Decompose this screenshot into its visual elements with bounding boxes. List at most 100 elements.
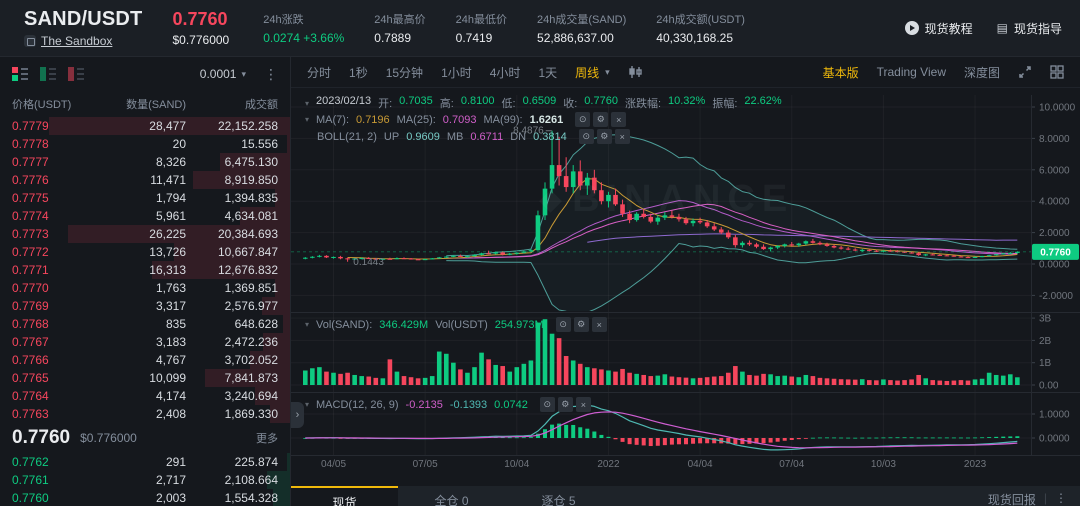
bid-row[interactable]: 0.7760 2,003 1,554.328: [0, 489, 290, 506]
pair-full-name-link[interactable]: The Sandbox: [41, 34, 113, 48]
ask-row[interactable]: 0.7767 3,183 2,472.236: [0, 333, 290, 351]
bottom-tab-2[interactable]: 逐仓 5: [505, 486, 612, 506]
ask-row[interactable]: 0.7778 20 15.556: [0, 135, 290, 153]
ask-row[interactable]: 0.7770 1,763 1,369.851: [0, 279, 290, 297]
ask-row[interactable]: 0.7779 28,477 22,152.258: [0, 117, 290, 135]
ob-price: 0.7771: [12, 263, 49, 277]
kline-svg[interactable]: 10.0000 8.0000 6.0000 4.0000 2.0000 0.0000 -2.…: [291, 88, 1080, 470]
ob-quantity: 4,767: [155, 353, 186, 367]
ob-price: 0.7769: [12, 299, 49, 313]
view-tabs: 基本版 Trading View 深度图: [823, 64, 1000, 81]
tick-size-dropdown[interactable]: 0.0001 ▾: [200, 67, 246, 81]
ob-price: 0.7770: [12, 281, 49, 295]
interval-tab-4[interactable]: 4小时: [489, 65, 521, 80]
settings-icon[interactable]: ⚙: [573, 317, 589, 332]
header: SAND/USDT The Sandbox 0.7760 $0.776000 2…: [0, 0, 1080, 57]
ob-price: 0.7762: [12, 455, 49, 469]
ob-total: 6,475.130: [224, 155, 278, 169]
close-icon[interactable]: ×: [611, 112, 627, 127]
bottom-tab-0[interactable]: 现货: [291, 486, 398, 506]
interval-tab-0[interactable]: 分时: [307, 65, 332, 80]
stat-value: 0.0274 +3.66%: [263, 31, 345, 45]
ob-price: 0.7775: [12, 191, 49, 205]
ask-row[interactable]: 0.7772 13,726 10,667.847: [0, 243, 290, 261]
close-icon[interactable]: ×: [575, 397, 591, 412]
settings-icon[interactable]: ⚙: [557, 397, 573, 412]
kline-chart-icon[interactable]: [628, 65, 643, 79]
ask-row[interactable]: 0.7765 10,099 7,841.873: [0, 369, 290, 387]
ob-total: 225.874: [234, 455, 278, 469]
grid-layout-icon[interactable]: [1050, 65, 1064, 79]
bid-row[interactable]: 0.7761 2,717 2,108.664: [0, 471, 290, 489]
view-tab-2[interactable]: 深度图: [963, 65, 1000, 80]
eye-icon[interactable]: ⊙: [578, 129, 594, 144]
orderbook-last-price-usd: $0.776000: [80, 431, 137, 445]
interval-tab-2[interactable]: 15分钟: [385, 65, 424, 80]
settings-icon[interactable]: ⚙: [596, 129, 612, 144]
spot-guide-link[interactable]: ▤ 现货指导: [997, 20, 1062, 37]
last-price-usd: $0.776000: [172, 33, 230, 47]
depth-bar: [49, 117, 290, 135]
orderbook-ticker: 0.7760 $0.776000 更多: [0, 423, 290, 453]
bottom-tabs: 现货 全仓 0 逐仓 5: [291, 486, 612, 506]
ask-row[interactable]: 0.7774 5,961 4,634.081: [0, 207, 290, 225]
header-stat: 24h最高价 0.7889: [374, 11, 425, 45]
interval-tab-6[interactable]: 周线: [575, 65, 600, 80]
svg-text:0.7760: 0.7760: [1040, 247, 1071, 258]
settings-icon[interactable]: ⚙: [593, 112, 609, 127]
interval-chevron-down-icon[interactable]: ▾: [605, 66, 610, 77]
ob-price: 0.7763: [12, 407, 49, 421]
spot-report-link[interactable]: 现货回报: [987, 493, 1036, 506]
eye-icon[interactable]: ⊙: [555, 317, 571, 332]
more-link[interactable]: 更多: [256, 433, 278, 445]
orderbook-view-both-icon[interactable]: [12, 67, 28, 81]
orderbook-view-asks-icon[interactable]: [68, 67, 84, 81]
ask-row[interactable]: 0.7764 4,174 3,240.694: [0, 387, 290, 405]
kebab-menu-icon[interactable]: ⋮: [1055, 491, 1067, 505]
bottom-tab-label: 现货: [332, 496, 357, 506]
ask-row[interactable]: 0.7766 4,767 3,702.052: [0, 351, 290, 369]
ask-row[interactable]: 0.7769 3,317 2,576.977: [0, 297, 290, 315]
ask-row[interactable]: 0.7768 835 648.628: [0, 315, 290, 333]
ob-total: 3,702.052: [224, 353, 278, 367]
divider: |: [1043, 491, 1047, 505]
spot-tutorial-link[interactable]: 现货教程: [904, 20, 973, 37]
ask-row[interactable]: 0.7775 1,794 1,394.835: [0, 189, 290, 207]
ob-quantity: 2,408: [155, 407, 186, 421]
orderbook-menu-icon[interactable]: ⋮: [264, 65, 278, 82]
panel-expand-handle[interactable]: ›: [291, 402, 304, 428]
interval-tab-3[interactable]: 1小时: [441, 65, 472, 80]
depth-bar: [261, 297, 290, 315]
ob-quantity: 2,003: [155, 491, 186, 505]
orderbook-view-bids-icon[interactable]: [40, 67, 56, 81]
ask-row[interactable]: 0.7777 8,326 6,475.130: [0, 153, 290, 171]
bid-row[interactable]: 0.7762 291 225.874: [0, 453, 290, 471]
close-icon[interactable]: ×: [614, 129, 630, 144]
interval-tabs: 分时 1秒 15分钟 1小时 4小时 1天 周线 ▾: [307, 64, 610, 81]
spot-tutorial-label: 现货教程: [924, 21, 973, 36]
close-icon[interactable]: ×: [591, 317, 607, 332]
svg-text:2.0000: 2.0000: [1039, 228, 1070, 239]
ask-row[interactable]: 0.7776 11,471 8,919.850: [0, 171, 290, 189]
depth-bar: [152, 261, 290, 279]
eye-icon[interactable]: ⊙: [575, 112, 591, 127]
fullscreen-icon[interactable]: [1018, 65, 1032, 79]
depth-bar: [274, 189, 290, 207]
ob-total: 4,634.081: [224, 209, 278, 223]
eye-icon[interactable]: ⊙: [539, 397, 555, 412]
stat-value: 0.7889: [374, 31, 411, 45]
ob-quantity: 16,313: [149, 263, 186, 277]
svg-text:0.0000: 0.0000: [1039, 260, 1070, 271]
view-tab-1[interactable]: Trading View: [876, 65, 946, 79]
ob-quantity: 5,961: [155, 209, 186, 223]
ask-row[interactable]: 0.7771 16,313 12,676.832: [0, 261, 290, 279]
interval-tab-1[interactable]: 1秒: [349, 65, 368, 80]
ask-row[interactable]: 0.7763 2,408 1,869.330: [0, 405, 290, 423]
ask-row[interactable]: 0.7773 26,225 20,384.693: [0, 225, 290, 243]
vol-indicator-controls: ⊙ ⚙ ×: [555, 317, 607, 332]
svg-text:1.0000: 1.0000: [1039, 410, 1070, 421]
interval-tab-5[interactable]: 1天: [538, 65, 558, 80]
bottom-tab-1[interactable]: 全仓 0: [398, 486, 505, 506]
pair-title[interactable]: SAND/USDT: [24, 8, 143, 30]
view-tab-0[interactable]: 基本版: [822, 65, 859, 80]
